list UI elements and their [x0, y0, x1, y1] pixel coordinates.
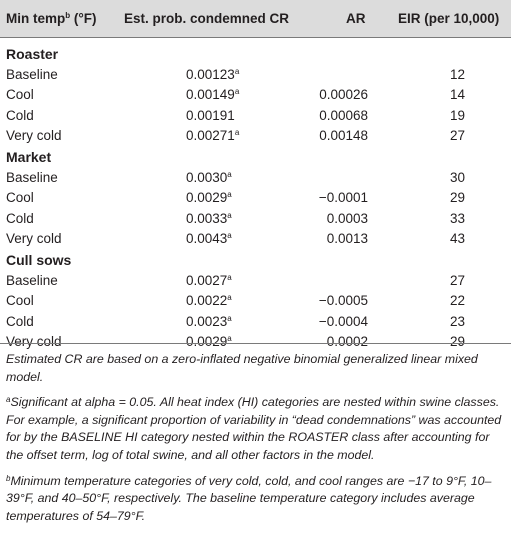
cell-ar: 0.0003: [326, 210, 368, 226]
cell-prob: 0.00123a: [186, 67, 240, 82]
table-row: Cold 0.00191 0.00068 19: [0, 107, 511, 127]
group-name: Cull sows: [6, 252, 72, 268]
footnote-a: aSignificant at alpha = 0.05. All heat i…: [6, 395, 502, 462]
cell-eir: 12: [449, 67, 465, 82]
cell-eir: 29: [449, 190, 465, 206]
cell-eir: 22: [449, 293, 465, 309]
cell-prob: 0.0030a: [186, 170, 232, 185]
cell-eir: 43: [449, 230, 465, 246]
cell-prob: 0.0023a: [186, 313, 232, 329]
footnote-main: Estimated CR are based on a zero-inflate…: [6, 352, 478, 384]
cell-prob: 0.0027a: [186, 273, 232, 288]
cell-temp: Very cold: [6, 230, 62, 246]
cell-temp: Very cold: [6, 127, 62, 143]
table-row: Cold 0.0033a 0.0003 33: [0, 210, 511, 230]
cell-temp: Baseline: [6, 67, 58, 82]
cell-prob: 0.0029a: [186, 190, 232, 206]
group-name: Market: [6, 149, 52, 165]
group-header-row: Roaster: [0, 45, 511, 65]
header-est-prob: Est. prob. condemned CR: [124, 11, 290, 26]
header-ar: AR: [346, 11, 366, 26]
cell-prob: 0.0022a: [186, 293, 232, 309]
cell-prob: 0.00191: [186, 107, 235, 123]
header-divider: [0, 37, 511, 38]
table-row: Cool 0.0029a −0.0001 29: [0, 189, 511, 209]
table-header: Min tempb (°F) Est. prob. condemned CR A…: [0, 0, 511, 37]
cell-prob: 0.00149a: [186, 87, 240, 103]
cell-prob: 0.00271a: [186, 127, 240, 143]
cell-eir: 27: [449, 127, 465, 143]
table-row: Very cold 0.00271a 0.00148 27: [0, 127, 511, 147]
table-row: Baseline 0.0027a 27: [0, 272, 511, 292]
cell-eir: 29: [449, 333, 465, 349]
table-row: Cool 0.0022a −0.0005 22: [0, 292, 511, 312]
group-name: Roaster: [6, 46, 59, 62]
cell-prob: 0.0033a: [186, 210, 232, 226]
cell-ar: −0.0004: [318, 313, 368, 329]
cell-eir: 27: [449, 273, 465, 288]
cell-prob: 0.0043a: [186, 230, 232, 246]
table-row: Baseline 0.00123a 12: [0, 66, 511, 86]
cell-temp: Cool: [6, 87, 34, 103]
footnote-b: bMinimum temperature categories of very …: [6, 473, 492, 523]
cell-temp: Baseline: [6, 170, 58, 185]
table-bottom-divider: [0, 343, 511, 344]
cell-ar: 0.00148: [319, 127, 368, 143]
cell-prob: 0.0029a: [186, 333, 232, 349]
group-header-row: Cull sows: [0, 251, 511, 271]
cell-temp: Cold: [6, 313, 34, 329]
cell-ar: 0.00026: [319, 87, 368, 103]
cell-eir: 23: [449, 313, 465, 329]
table-row: Very cold 0.0043a 0.0013 43: [0, 230, 511, 250]
cell-ar: 0.0013: [326, 230, 368, 246]
group-header-row: Market: [0, 148, 511, 168]
cell-temp: Baseline: [6, 273, 58, 288]
cell-ar: 0.0002: [326, 333, 368, 349]
cell-temp: Cold: [6, 107, 34, 123]
cell-ar: −0.0001: [318, 190, 368, 206]
table-row: Very cold 0.0029a 0.0002 29: [0, 333, 511, 353]
cell-eir: 30: [449, 170, 465, 185]
header-min-temp: Min tempb (°F): [6, 11, 97, 26]
header-eir: EIR (per 10,000): [398, 11, 500, 26]
cell-eir: 19: [449, 107, 465, 123]
cell-temp: Very cold: [6, 333, 62, 349]
cell-eir: 14: [449, 87, 465, 103]
cell-temp: Cold: [6, 210, 34, 226]
cell-temp: Cool: [6, 190, 34, 206]
table-row: Cool 0.00149a 0.00026 14: [0, 86, 511, 106]
table-footnotes: Estimated CR are based on a zero-inflate…: [6, 351, 506, 530]
table-row: Cold 0.0023a −0.0004 23: [0, 313, 511, 333]
cell-temp: Cool: [6, 293, 34, 309]
table-row: Baseline 0.0030a 30: [0, 169, 511, 189]
cell-eir: 33: [449, 210, 465, 226]
cell-ar: −0.0005: [318, 293, 368, 309]
cell-ar: 0.00068: [319, 107, 368, 123]
